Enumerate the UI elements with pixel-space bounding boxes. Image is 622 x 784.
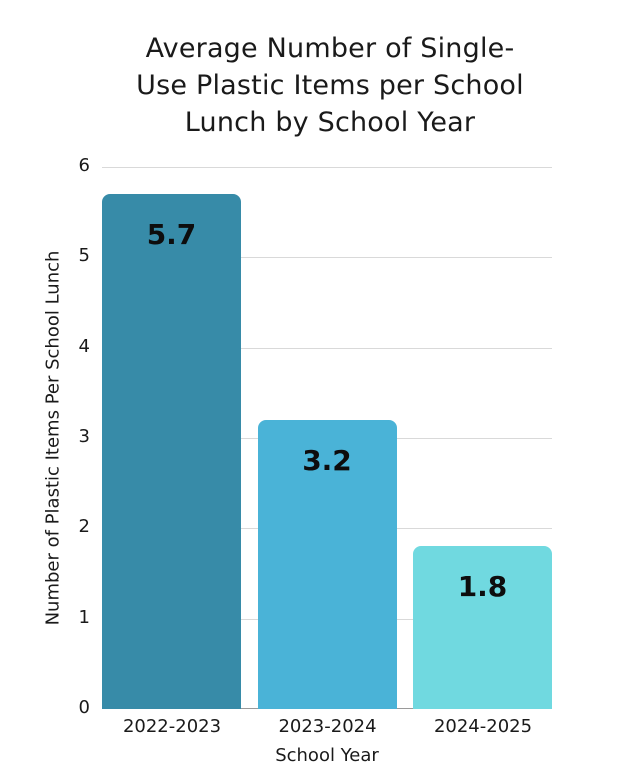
y-tick-label: 3 <box>78 426 90 447</box>
chart-title-line-3: Lunch by School Year <box>184 107 476 138</box>
y-tick-label: 5 <box>78 245 90 267</box>
bar-value-label: 1.8 <box>457 570 508 604</box>
x-tick-label: 2023-2024 <box>278 716 377 737</box>
y-tick-label: 2 <box>78 516 90 538</box>
x-axis-label: School Year <box>275 745 379 766</box>
bar-value-label: 3.2 <box>302 443 352 477</box>
y-tick-label: 6 <box>78 155 90 176</box>
bar-value-label: 5.7 <box>146 218 197 252</box>
chart-title-line-2: Use Plastic Items per School <box>136 70 524 101</box>
chart-title-line-1: Average Number of Single- <box>145 33 515 64</box>
chart-title: Average Number of Single- Use Plastic It… <box>60 30 600 141</box>
y-tick-label: 0 <box>78 697 90 718</box>
x-tick-label: 2022-2023 <box>122 716 222 737</box>
gridline <box>102 347 552 349</box>
x-tick-label: 2024-2025 <box>433 716 533 737</box>
y-tick-label: 4 <box>78 335 90 357</box>
bar-2022-2023: 5.7 <box>102 194 241 709</box>
bar-2023-2024: 3.2 <box>257 419 397 709</box>
plot-area: 5.7 3.2 1.8 <box>102 167 552 709</box>
gridline <box>102 167 552 168</box>
bar-2024-2025: 1.8 <box>413 546 552 709</box>
y-tick-label: 1 <box>78 606 90 628</box>
y-axis-label: Number of Plastic Items Per School Lunch <box>42 250 64 626</box>
gridline <box>102 257 552 259</box>
